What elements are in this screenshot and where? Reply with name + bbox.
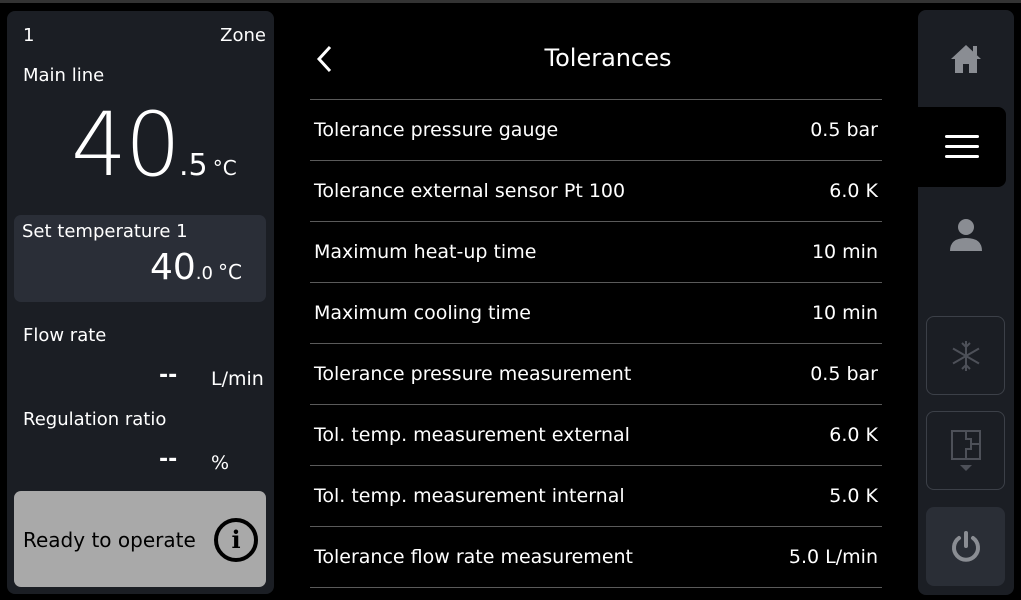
nav-home-button[interactable] bbox=[918, 10, 1014, 107]
zone-number: 1 bbox=[23, 25, 35, 46]
regulation-ratio-unit: % bbox=[211, 452, 230, 474]
row-label: Tolerance pressure measurement bbox=[314, 363, 632, 385]
tolerance-row[interactable]: Maximum heat-up time 10 min bbox=[310, 222, 882, 283]
nav-rail bbox=[918, 10, 1014, 595]
user-icon bbox=[950, 219, 982, 251]
flow-rate-label: Flow rate bbox=[23, 325, 107, 346]
tolerance-row[interactable]: Tolerance pressure gauge 0.5 bar bbox=[310, 100, 882, 161]
layout-icon bbox=[950, 429, 981, 471]
status-text: Ready to operate bbox=[23, 528, 196, 552]
main-line-value-dec: .5 bbox=[178, 148, 208, 183]
cooling-button[interactable] bbox=[926, 316, 1005, 395]
row-label: Tolerance pressure gauge bbox=[314, 119, 559, 141]
tolerance-row[interactable]: Maximum cooling time 10 min bbox=[310, 283, 882, 344]
home-icon bbox=[951, 44, 981, 73]
row-label: Tol. temp. measurement external bbox=[314, 424, 630, 446]
set-temperature-box[interactable]: Set temperature 1 40.0 °C bbox=[14, 215, 266, 302]
top-bar bbox=[0, 0, 1021, 3]
main-line-value-int: 40 bbox=[71, 93, 181, 196]
power-icon bbox=[951, 530, 980, 562]
row-value: 6.0 K bbox=[829, 180, 878, 202]
row-value: 10 min bbox=[811, 302, 878, 324]
page-title: Tolerances bbox=[544, 44, 672, 72]
set-temp-int: 40 bbox=[149, 247, 196, 288]
row-label: Tolerance flow rate measurement bbox=[314, 546, 634, 568]
flow-rate-value: -- bbox=[159, 363, 178, 388]
main-line-unit: °C bbox=[212, 156, 237, 180]
row-label: Tol. temp. measurement internal bbox=[314, 485, 625, 507]
row-value: 5.0 L/min bbox=[788, 546, 878, 568]
tolerance-row[interactable]: Tolerance flow rate measurement 5.0 L/min bbox=[310, 527, 882, 588]
layout-button[interactable] bbox=[926, 411, 1005, 490]
tolerance-list: Tolerance pressure gauge 0.5 bar Tolerance… bbox=[310, 99, 882, 588]
set-temperature-label: Set temperature 1 bbox=[22, 221, 188, 242]
row-value: 0.5 bar bbox=[810, 119, 878, 141]
power-button[interactable] bbox=[926, 507, 1005, 586]
zone-label: Zone bbox=[220, 25, 266, 46]
set-temperature-value: 40.0 °C bbox=[150, 247, 242, 288]
main-line-temperature: 40.5 °C bbox=[71, 93, 237, 196]
nav-menu-button[interactable] bbox=[918, 107, 1006, 187]
set-temp-unit: °C bbox=[218, 260, 242, 284]
flow-rate-unit: L/min bbox=[211, 368, 264, 390]
status-bar[interactable]: Ready to operate i bbox=[14, 491, 266, 587]
row-value: 5.0 K bbox=[829, 485, 878, 507]
row-label: Maximum cooling time bbox=[314, 302, 531, 324]
set-temp-dec: .0 bbox=[195, 263, 213, 284]
nav-user-button[interactable] bbox=[918, 190, 1014, 280]
snowflake-icon bbox=[952, 340, 979, 371]
tolerance-row[interactable]: Tol. temp. measurement external 6.0 K bbox=[310, 405, 882, 466]
regulation-ratio-label: Regulation ratio bbox=[23, 409, 167, 430]
row-label: Tolerance external sensor Pt 100 bbox=[314, 180, 626, 202]
zone-panel: 1 Zone Main line 40.5 °C Set temperature… bbox=[7, 11, 274, 594]
main-line-label: Main line bbox=[23, 65, 105, 86]
row-value: 0.5 bar bbox=[810, 363, 878, 385]
back-chevron-icon[interactable] bbox=[314, 44, 334, 74]
tolerance-row[interactable]: Tol. temp. measurement internal 5.0 K bbox=[310, 466, 882, 527]
row-label: Maximum heat-up time bbox=[314, 241, 537, 263]
menu-icon bbox=[945, 135, 979, 158]
tolerance-row[interactable]: Tolerance external sensor Pt 100 6.0 K bbox=[310, 161, 882, 222]
row-value: 6.0 K bbox=[829, 424, 878, 446]
tolerance-row[interactable]: Tolerance pressure measurement 0.5 bar bbox=[310, 344, 882, 405]
row-value: 10 min bbox=[811, 241, 878, 263]
regulation-ratio-value: -- bbox=[159, 447, 178, 472]
info-icon[interactable]: i bbox=[214, 518, 258, 562]
